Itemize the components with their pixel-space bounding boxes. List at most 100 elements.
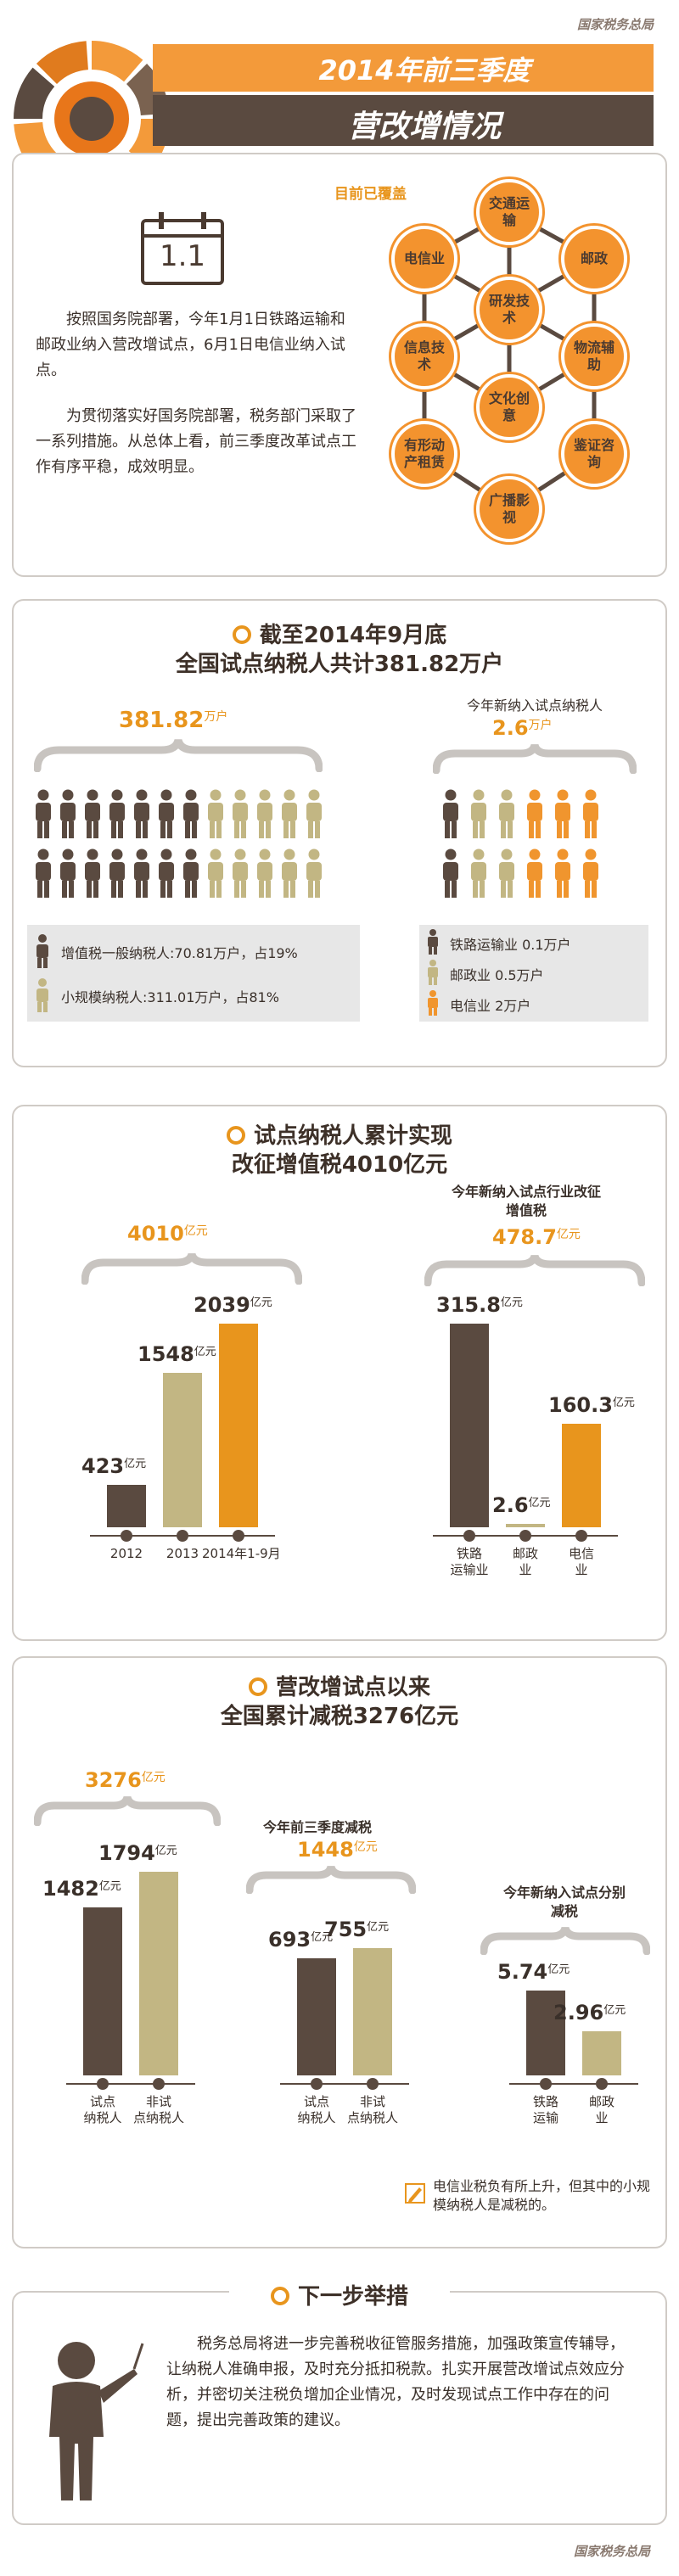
person-figure: [208, 789, 223, 838]
intro-paragraph-1: 按照国务院部署，今年1月1日铁路运输和邮政业纳入营改增试点，6月1日电信业纳入试…: [36, 311, 345, 379]
s1-people-right: [443, 789, 598, 898]
person-figure: [85, 848, 100, 898]
s1-new-value: 2.6万户: [492, 716, 553, 740]
person-figure: [233, 789, 248, 838]
section4-card: [12, 2291, 667, 2525]
coverage-culture: 文化创意: [476, 374, 542, 440]
bar: [506, 1524, 545, 1527]
s1-people-left: [36, 789, 322, 898]
person-figure: [527, 789, 542, 838]
category-label: 2012: [109, 1546, 143, 1561]
s2-total-value: 4010亿元: [127, 1222, 208, 1246]
axis-dot: [153, 2078, 165, 2090]
person-figure: [109, 789, 125, 838]
ring-icon: [232, 625, 251, 644]
bar: [450, 1324, 489, 1527]
bar: [107, 1485, 146, 1527]
person-figure: [443, 789, 458, 838]
bar-value-label: 693亿元: [268, 1928, 334, 1952]
person-figure: [282, 789, 297, 838]
category-label: 2014年1-9月: [202, 1546, 281, 1561]
person-figure: [257, 848, 272, 898]
person-figure: [36, 848, 51, 898]
person-tan-icon: [36, 978, 48, 1012]
bar-value-label: 2.96亿元: [553, 2001, 626, 2025]
person-figure: [60, 789, 76, 838]
axis-dot: [121, 1530, 132, 1542]
person-tan-icon: [428, 960, 438, 985]
section2-title-line1: 试点纳税人累计实现: [0, 1118, 679, 1150]
person-figure: [583, 789, 598, 838]
bar: [526, 1991, 565, 2075]
person-figure: [527, 848, 542, 898]
s1-legend-post: 邮政业 0.5万户: [450, 967, 544, 983]
person-figure: [471, 789, 486, 838]
presenter-figure-icon: [49, 2342, 144, 2500]
bar-value-label: 423亿元: [81, 1454, 147, 1479]
axis-dot: [97, 2078, 109, 2090]
category-label: 铁路 运输: [532, 2094, 558, 2125]
person-dark-icon: [428, 929, 438, 955]
bar-value-label: 2039亿元: [194, 1293, 272, 1317]
s2-total-brace: [81, 1252, 302, 1285]
bar-value-label: 315.8亿元: [436, 1293, 523, 1317]
bar: [163, 1372, 202, 1527]
bar: [562, 1424, 601, 1527]
axis-dot: [177, 1530, 188, 1542]
s3-mid-value: 1448亿元: [297, 1838, 378, 1862]
person-figure: [282, 848, 297, 898]
s1-new-brace: [433, 743, 637, 774]
category-label: 电信业: [568, 1546, 594, 1577]
coverage-logistics: 物流辅助: [561, 323, 627, 389]
title-band-top: [153, 44, 654, 92]
coverage-rd: 研发技术: [476, 277, 542, 343]
s3-total-value: 3276亿元: [85, 1768, 166, 1792]
person-figure: [85, 789, 100, 838]
coverage-broadcast: 广播影视: [476, 476, 542, 542]
coverage-it: 信息技术: [391, 323, 457, 389]
x-axis-line: [280, 2083, 409, 2085]
s1-legend-left: [27, 925, 360, 1022]
person-figure: [183, 789, 199, 838]
axis-dot: [233, 1530, 244, 1542]
bar: [83, 1907, 122, 2075]
coverage-leasing: 有形动产租赁: [391, 421, 457, 487]
person-figure: [36, 789, 51, 838]
calendar-icon: [141, 212, 224, 285]
person-figure: [499, 848, 514, 898]
bar: [353, 1948, 392, 2075]
title-band-bottom: [153, 95, 654, 146]
coverage-transport: 交通运输: [476, 179, 542, 245]
ring-icon: [270, 2287, 289, 2305]
s1-legend-rail: 铁路运输业 0.1万户: [450, 937, 571, 953]
s1-legend-general: 增值税一般纳税人:70.81万户，占19%: [61, 945, 298, 961]
category-label: 铁路 运输业: [450, 1546, 489, 1577]
footer-brand: 国家税务总局: [573, 2544, 650, 2559]
person-figure: [159, 789, 174, 838]
section3-title-line2: 全国累计减税3276亿元: [220, 1704, 459, 1729]
x-axis-line: [66, 2083, 195, 2085]
s1-total-value: 381.82万户: [119, 708, 228, 733]
person-figure: [555, 789, 570, 838]
s3-mid-label: 今年前三季度减税: [263, 1819, 373, 1835]
axis-dot: [463, 1530, 475, 1542]
section2-card: [12, 1105, 667, 1641]
person-orange-icon: [428, 990, 438, 1016]
category-label: 非试 点纳税人: [346, 2094, 398, 2125]
ring-icon: [226, 1126, 245, 1145]
s1-total-brace: [34, 738, 323, 772]
bar-value-label: 1794亿元: [98, 1841, 177, 1865]
intro-card: [12, 153, 667, 577]
axis-dot: [519, 1530, 531, 1542]
ring-icon: [248, 1677, 267, 1696]
person-figure: [257, 789, 272, 838]
person-figure: [134, 848, 149, 898]
section1-title-line2: 全国试点纳税人共计381.82万户: [175, 652, 504, 677]
person-figure: [109, 848, 125, 898]
axis-dot: [367, 2078, 379, 2090]
section2-title-line2: 改征增值税4010亿元: [231, 1152, 448, 1178]
bar-value-label: 160.3亿元: [548, 1393, 635, 1418]
intro-paragraph-2: 为贯彻落实好国务院部署，税务部门采取了一系列措施。从总体上看，前三季度改革试点工…: [36, 407, 356, 476]
person-figure: [306, 789, 322, 838]
s2-right-label: 今年新纳入试点行业改征增值税: [451, 1184, 601, 1218]
